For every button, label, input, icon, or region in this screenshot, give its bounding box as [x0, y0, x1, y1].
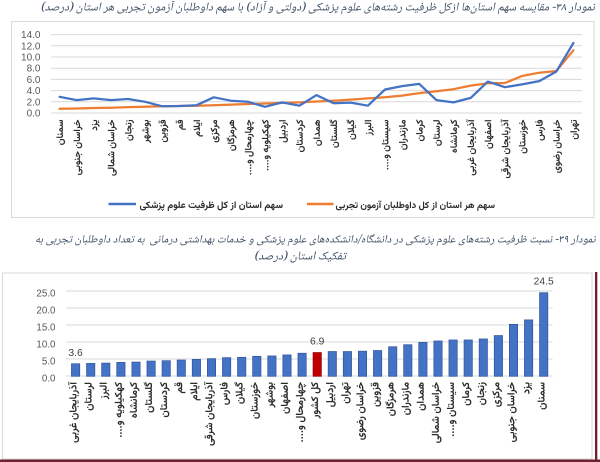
- svg-text:10.0: 10.0: [36, 340, 56, 351]
- svg-text:6.0: 6.0: [27, 75, 41, 86]
- svg-text:20.0: 20.0: [36, 306, 56, 317]
- svg-text:12.0: 12.0: [21, 41, 41, 52]
- svg-text:25.0: 25.0: [36, 289, 56, 300]
- svg-text:8.0: 8.0: [27, 64, 41, 75]
- svg-text:2.0: 2.0: [27, 97, 41, 108]
- svg-text:3.6: 3.6: [68, 348, 83, 359]
- svg-text:24.5: 24.5: [534, 277, 554, 288]
- svg-text:0.0: 0.0: [27, 109, 41, 120]
- svg-text:14.0: 14.0: [21, 30, 41, 41]
- svg-text:0.0: 0.0: [42, 374, 56, 385]
- svg-text:5.0: 5.0: [42, 357, 56, 368]
- svg-text:6.9: 6.9: [310, 337, 325, 348]
- svg-text:4.0: 4.0: [27, 86, 41, 97]
- svg-text:15.0: 15.0: [36, 323, 56, 334]
- svg-text:10.0: 10.0: [21, 53, 41, 64]
